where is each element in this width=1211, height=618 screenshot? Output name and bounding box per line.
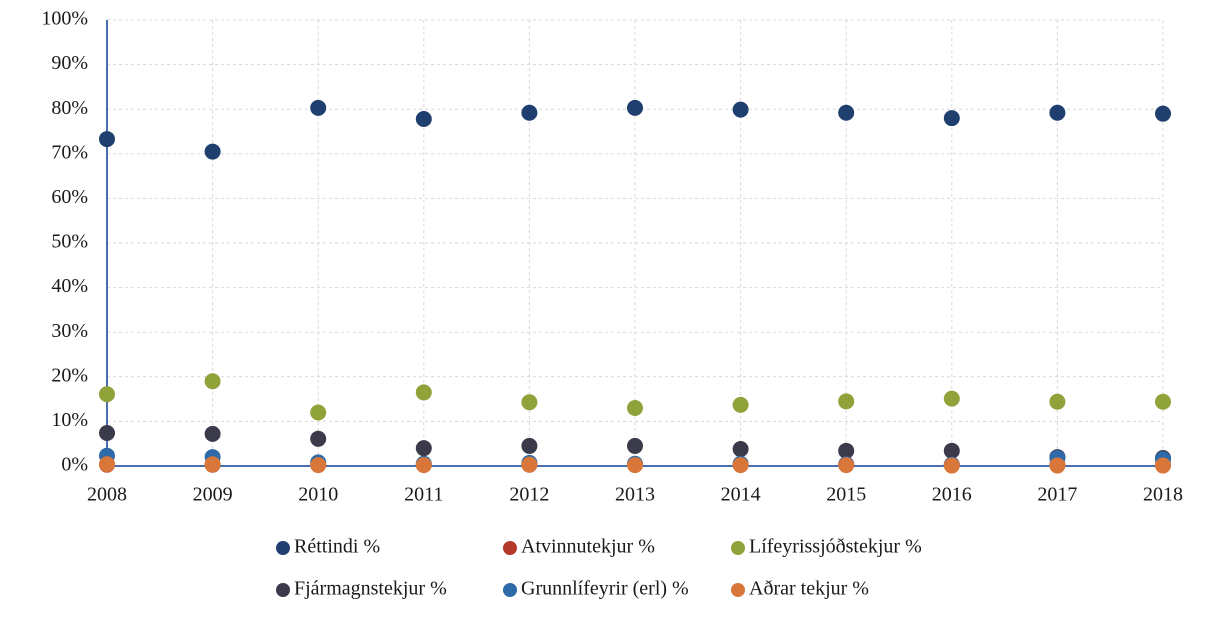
y-tick-label: 0% (61, 454, 88, 476)
point (627, 99, 643, 116)
point (732, 101, 749, 118)
legend-marker (503, 541, 517, 555)
point (204, 456, 221, 473)
point (943, 442, 960, 459)
legend-marker (276, 541, 290, 555)
point (310, 457, 327, 474)
point (627, 457, 643, 474)
point (415, 440, 432, 457)
y-tick-label: 10% (51, 409, 88, 431)
x-tick-label: 2009 (193, 484, 233, 506)
point (838, 393, 855, 410)
legend-label: Atvinnutekjur % (521, 536, 655, 558)
x-tick-label: 2014 (721, 484, 761, 506)
x-tick-label: 2010 (298, 484, 338, 506)
x-tick-label: 2008 (87, 484, 127, 506)
point (99, 456, 115, 473)
point (521, 104, 538, 121)
point (310, 99, 327, 116)
point (943, 457, 960, 474)
y-tick-label: 90% (51, 52, 88, 74)
y-tick-label: 100% (41, 8, 88, 30)
legend-label: Réttindi % (294, 536, 380, 558)
x-tick-label: 2018 (1143, 484, 1183, 506)
legend-label: Grunnlífeyrir (erl) % (521, 578, 689, 600)
point (521, 394, 538, 411)
point (99, 386, 115, 403)
y-tick-label: 80% (51, 97, 88, 119)
x-tick-label: 2011 (404, 484, 443, 506)
legend-marker (276, 583, 290, 597)
legend-label: Aðrar tekjur % (749, 578, 869, 600)
y-tick-label: 70% (51, 141, 88, 163)
point (627, 437, 643, 454)
point (1049, 393, 1066, 410)
point (732, 396, 749, 413)
point (838, 442, 855, 459)
point (204, 143, 221, 160)
point (627, 400, 643, 417)
x-tick-label: 2013 (615, 484, 655, 506)
point (415, 457, 432, 474)
legend-marker (731, 583, 745, 597)
legend-label: Lífeyrissjóðstekjur % (749, 536, 922, 558)
legend-marker (503, 583, 517, 597)
point (1155, 457, 1171, 474)
point (838, 457, 855, 474)
y-tick-label: 40% (51, 275, 88, 297)
y-tick-label: 20% (51, 364, 88, 386)
legend-label: Fjármagnstekjur % (294, 578, 447, 600)
point (943, 110, 960, 127)
point (99, 424, 115, 441)
point (838, 104, 855, 121)
point (1049, 457, 1066, 474)
point (204, 425, 221, 442)
x-tick-label: 2015 (826, 484, 866, 506)
point (1155, 105, 1171, 122)
x-tick-label: 2016 (932, 484, 972, 506)
point (415, 111, 432, 128)
point (1049, 104, 1066, 121)
point (310, 430, 327, 447)
point (521, 437, 538, 454)
point (415, 384, 432, 401)
y-tick-label: 50% (51, 231, 88, 253)
point (204, 373, 221, 390)
point (732, 457, 749, 474)
point (1155, 393, 1171, 410)
x-tick-label: 2017 (1037, 484, 1077, 506)
point (310, 404, 327, 421)
y-tick-label: 60% (51, 186, 88, 208)
point (943, 390, 960, 407)
point (99, 131, 115, 148)
y-tick-label: 30% (51, 320, 88, 342)
x-tick-label: 2012 (509, 484, 549, 506)
point (732, 441, 749, 458)
legend-marker (731, 541, 745, 555)
point (521, 456, 538, 473)
